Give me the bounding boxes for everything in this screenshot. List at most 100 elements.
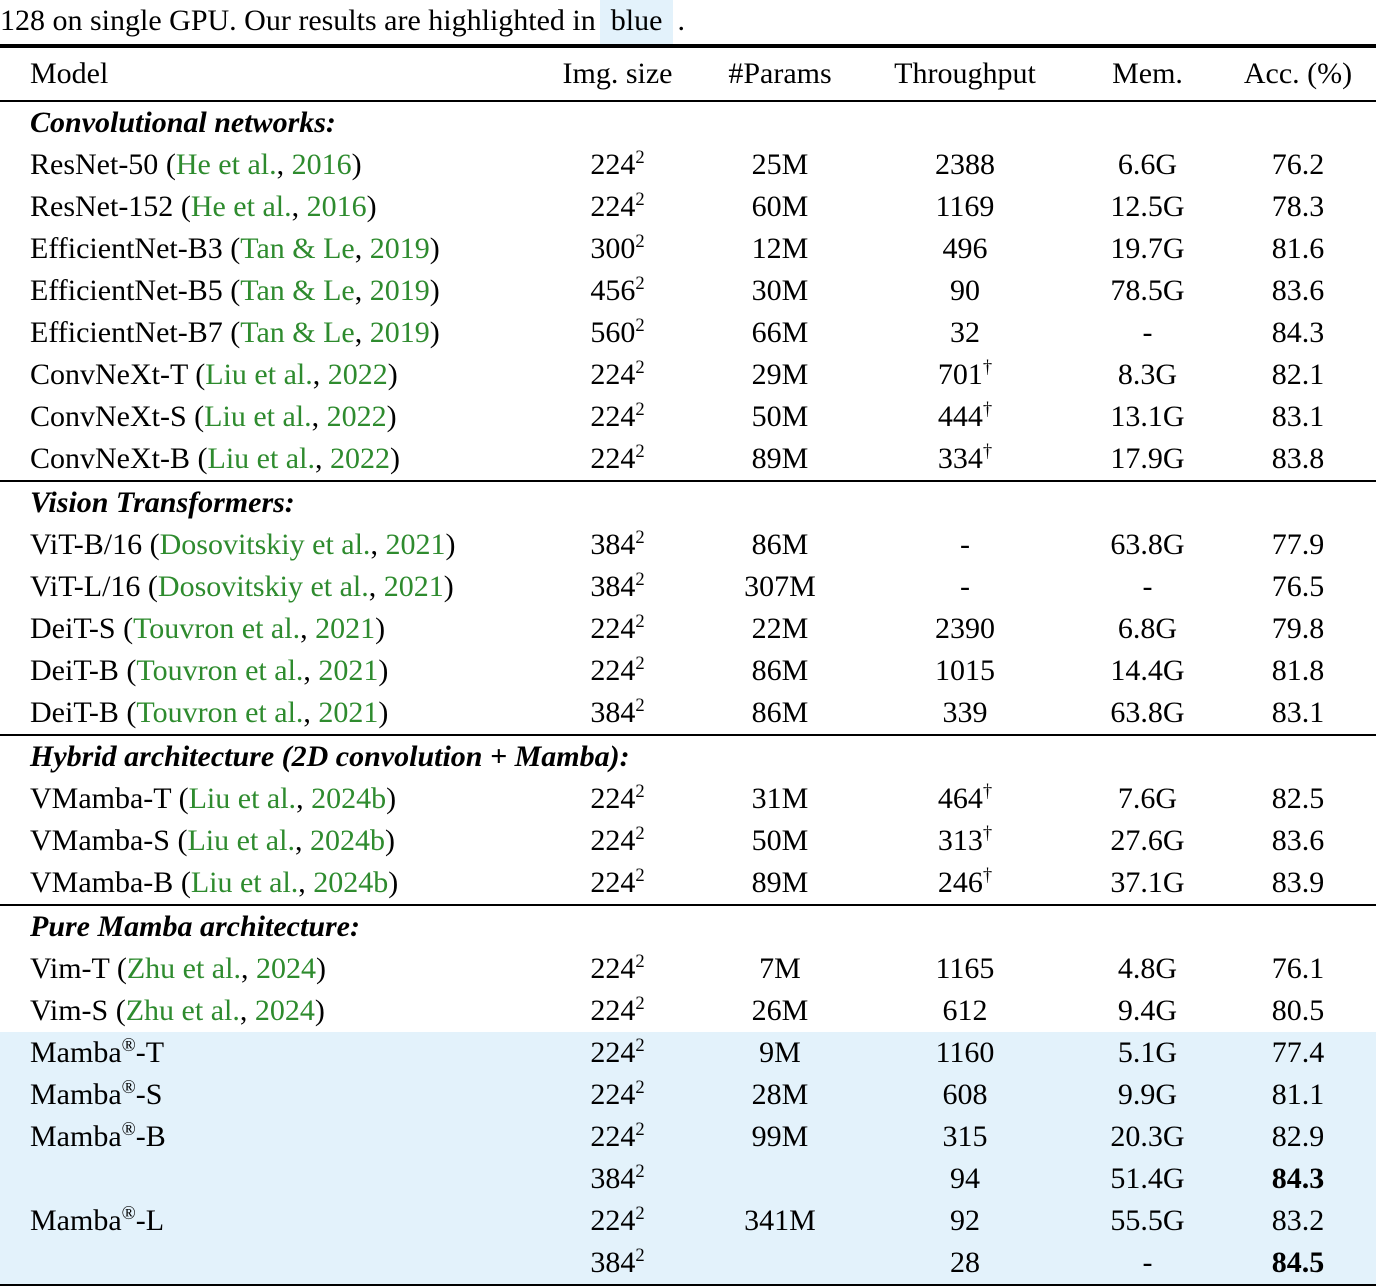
citation-authors-link[interactable]: Liu et al. — [190, 866, 299, 899]
cell-acc: 82.5 — [1271, 782, 1325, 815]
model-name: Mamba — [30, 1120, 122, 1153]
citation-authors-link[interactable]: Touvron et al. — [136, 696, 304, 729]
cell-img-size: 2242 — [590, 357, 645, 391]
cell-acc: 76.1 — [1271, 952, 1325, 985]
cell-params — [705, 1158, 855, 1200]
section-title: Vision Transformers: — [0, 480, 1376, 524]
citation-year-link[interactable]: 2021 — [383, 570, 444, 603]
cell-acc: 78.3 — [1271, 190, 1325, 223]
citation-authors-link[interactable]: Dosovitskiy et al. — [159, 528, 371, 561]
table-row: ConvNeXt-T (Liu et al., 2022) 2242 29M 701†… — [0, 354, 1376, 396]
cell-mem: 9.9G — [1075, 1074, 1220, 1116]
citation-year-link[interactable]: 2021 — [318, 654, 379, 687]
cell-throughput: 1015 — [935, 654, 995, 687]
citation-year-link[interactable]: 2022 — [329, 442, 390, 475]
table-row: DeiT-B (Touvron et al., 2021) 3842 86M 339 6… — [0, 692, 1376, 735]
table-row: ConvNeXt-B (Liu et al., 2022) 2242 89M 334†… — [0, 438, 1376, 481]
column-header-mem: Mem. — [1075, 46, 1220, 102]
section-title: Hybrid architecture (2D convolution + Ma… — [0, 734, 1376, 778]
img-size-exponent: 2 — [635, 1077, 645, 1098]
citation-authors-link[interactable]: Tan & Le — [240, 232, 355, 265]
column-header-model: Model — [0, 46, 530, 102]
benchmark-results-table: Model Img. size #Params Throughput Mem. … — [0, 44, 1376, 1286]
citation-authors-link[interactable]: Zhu et al. — [125, 994, 240, 1027]
citation-year-link[interactable]: 2022 — [327, 358, 388, 391]
cell-img-size: 2242 — [530, 1032, 705, 1074]
cell-acc: 77.9 — [1271, 528, 1325, 561]
cell-acc: 84.5 — [1220, 1242, 1376, 1286]
citation-authors-link[interactable]: Liu et al. — [204, 400, 312, 433]
citation-year-link[interactable]: 2019 — [369, 232, 430, 265]
citation-authors-link[interactable]: Liu et al. — [187, 824, 295, 857]
citation-year-link[interactable]: 2019 — [369, 274, 430, 307]
citation-authors-link[interactable]: Liu et al. — [188, 782, 297, 815]
cell-params: 341M — [705, 1200, 855, 1242]
cell-img-size: 2242 — [530, 1116, 705, 1158]
table-row: Mamba®-T 2242 9M 1160 5.1G 77.4 — [0, 1032, 1376, 1074]
citation-year-link[interactable]: 2024b — [309, 824, 385, 857]
citation-authors-link[interactable]: Tan & Le — [240, 274, 355, 307]
citation-year-link[interactable]: 2016 — [291, 148, 352, 181]
caption-highlighted-word: blue — [599, 0, 674, 44]
cell-mem: 9.4G — [1117, 994, 1178, 1027]
citation-year-link[interactable]: 2024b — [313, 866, 389, 899]
cell-throughput: 92 — [855, 1200, 1075, 1242]
column-header-img-size: Img. size — [530, 46, 705, 102]
citation-authors-link[interactable]: Touvron et al. — [133, 612, 301, 645]
cell-throughput: 315 — [855, 1116, 1075, 1158]
citation-authors-link[interactable]: Tan & Le — [240, 316, 355, 349]
citation-year-link[interactable]: 2024 — [254, 994, 315, 1027]
cell-mem: - — [1142, 316, 1153, 349]
table-row: EfficientNet-B7 (Tan & Le, 2019) 5602 66M 3… — [0, 312, 1376, 354]
model-name: ConvNeXt-S — [30, 400, 187, 433]
cell-model: VMamba-T (Liu et al., 2024b) — [30, 782, 397, 815]
cell-img-size: 3002 — [590, 231, 645, 265]
citation-authors-link[interactable]: Zhu et al. — [126, 952, 241, 985]
citation-authors-link[interactable]: Touvron et al. — [136, 654, 304, 687]
citation-authors-link[interactable]: He et al. — [190, 190, 292, 223]
cell-throughput: 1160 — [855, 1032, 1075, 1074]
model-name: EfficientNet-B5 — [30, 274, 223, 307]
citation-authors-link[interactable]: He et al. — [175, 148, 277, 181]
cell-mem: - — [1142, 570, 1153, 603]
cell-params: 50M — [751, 824, 809, 857]
cell-acc: 80.5 — [1271, 994, 1325, 1027]
table-row: ViT-B/16 (Dosovitskiy et al., 2021) 3842 8… — [0, 524, 1376, 566]
cell-acc: 83.1 — [1271, 400, 1325, 433]
cell-mem: 4.8G — [1117, 952, 1178, 985]
table-row: Vim-S (Zhu et al., 2024) 2242 26M 612 9.4G 80… — [0, 990, 1376, 1032]
model-name: VMamba-T — [30, 782, 172, 815]
cell-params: 66M — [751, 316, 809, 349]
cell-throughput: 339 — [942, 696, 988, 729]
cell-model: EfficientNet-B5 (Tan & Le, 2019) — [30, 274, 440, 307]
citation-year-link[interactable]: 2021 — [315, 612, 376, 645]
cell-throughput: 701† — [937, 357, 993, 391]
section-header-row: Vision Transformers: — [0, 480, 1376, 524]
citation-year-link[interactable]: 2016 — [306, 190, 367, 223]
cell-model: Mamba®-B — [0, 1116, 530, 1158]
cell-model: ConvNeXt-S (Liu et al., 2022) — [30, 400, 397, 433]
registered-trademark-symbol: ® — [121, 1035, 136, 1056]
table-row: ResNet-152 (He et al., 2016) 2242 60M 1169 1… — [0, 186, 1376, 228]
citation-year-link[interactable]: 2021 — [385, 528, 446, 561]
citation-authors-link[interactable]: Liu et al. — [205, 358, 313, 391]
citation-year-link[interactable]: 2024 — [255, 952, 316, 985]
citation-year-link[interactable]: 2021 — [318, 696, 379, 729]
citation-year-link[interactable]: 2019 — [369, 316, 430, 349]
section-title: Convolutional networks: — [30, 106, 336, 139]
cell-params: 28M — [705, 1074, 855, 1116]
column-header-throughput: Throughput — [855, 46, 1075, 102]
cell-throughput: 334† — [937, 441, 993, 475]
cell-throughput: 313† — [937, 823, 993, 857]
cell-model: VMamba-B (Liu et al., 2024b) — [30, 866, 399, 899]
citation-year-link[interactable]: 2022 — [326, 400, 387, 433]
cell-model: DeiT-B (Touvron et al., 2021) — [30, 696, 389, 729]
citation-authors-link[interactable]: Liu et al. — [207, 442, 315, 475]
table-row: 3842 94 51.4G 84.3 — [0, 1158, 1376, 1200]
citation-authors-link[interactable]: Dosovitskiy et al. — [157, 570, 369, 603]
registered-trademark-symbol: ® — [121, 1203, 136, 1224]
cell-mem: 7.6G — [1117, 782, 1178, 815]
model-name-suffix: -S — [135, 1078, 163, 1111]
citation-year-link[interactable]: 2024b — [311, 782, 387, 815]
img-size-exponent: 2 — [635, 653, 645, 674]
